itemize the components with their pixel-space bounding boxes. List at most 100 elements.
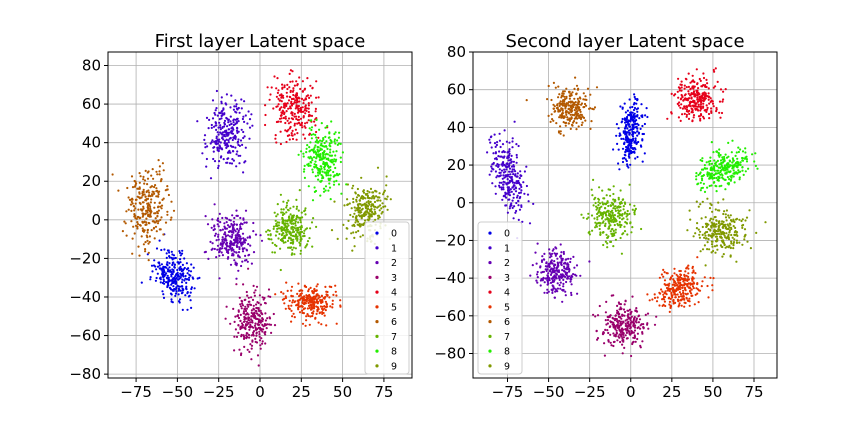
data-point xyxy=(622,142,626,145)
data-point xyxy=(230,94,233,97)
data-point xyxy=(240,326,243,329)
data-point xyxy=(636,98,639,101)
data-point xyxy=(356,208,359,212)
data-point xyxy=(210,226,213,229)
data-point xyxy=(692,100,695,104)
data-point xyxy=(705,78,708,81)
data-point xyxy=(686,279,689,282)
data-point xyxy=(549,120,552,123)
series-8 xyxy=(297,118,348,202)
data-point xyxy=(291,118,295,121)
data-point xyxy=(216,217,220,220)
data-point xyxy=(310,126,314,129)
data-point xyxy=(268,323,271,326)
data-point xyxy=(510,165,514,168)
data-point xyxy=(307,290,310,293)
data-point xyxy=(678,302,681,305)
data-point xyxy=(680,80,683,83)
data-point xyxy=(139,175,142,178)
data-point xyxy=(619,324,622,327)
data-point xyxy=(593,217,596,220)
data-point xyxy=(320,122,323,125)
data-point xyxy=(594,196,597,199)
data-point xyxy=(287,199,290,202)
data-point xyxy=(166,185,169,188)
data-point xyxy=(709,97,712,100)
data-point xyxy=(235,251,238,254)
data-point xyxy=(557,264,560,267)
data-point xyxy=(173,257,176,260)
data-point xyxy=(307,164,310,167)
data-point xyxy=(275,223,278,226)
data-point xyxy=(670,92,673,95)
data-point xyxy=(178,298,182,301)
data-point xyxy=(575,121,578,124)
data-point xyxy=(510,154,513,157)
data-point xyxy=(604,319,607,322)
data-point xyxy=(279,193,282,196)
data-point xyxy=(673,279,676,282)
data-point xyxy=(366,190,369,193)
data-point xyxy=(326,294,329,297)
data-point xyxy=(296,304,299,307)
data-point xyxy=(618,168,621,171)
data-point xyxy=(257,301,260,305)
data-point xyxy=(726,168,729,171)
data-point xyxy=(696,98,699,101)
data-point xyxy=(306,121,309,124)
data-point xyxy=(286,230,289,233)
data-point xyxy=(668,300,672,303)
data-point xyxy=(340,192,343,195)
data-point xyxy=(360,176,363,179)
data-point xyxy=(577,102,580,105)
data-point xyxy=(623,230,627,233)
data-point xyxy=(598,221,601,224)
data-point xyxy=(170,270,173,274)
data-point xyxy=(694,272,697,275)
data-point xyxy=(362,189,365,192)
data-point xyxy=(691,108,694,111)
data-point xyxy=(703,109,706,112)
data-point xyxy=(494,192,497,195)
data-point xyxy=(295,229,298,232)
data-point xyxy=(229,115,232,118)
data-point xyxy=(689,105,692,108)
data-point xyxy=(297,118,301,121)
data-point xyxy=(601,201,604,204)
data-point xyxy=(310,221,314,224)
data-point xyxy=(318,171,322,174)
data-point xyxy=(290,294,293,297)
data-point xyxy=(285,206,288,209)
data-point xyxy=(279,120,282,123)
data-point xyxy=(290,234,293,237)
data-point xyxy=(729,179,733,182)
data-point xyxy=(720,111,724,115)
data-point xyxy=(165,256,168,259)
data-point xyxy=(278,94,281,97)
data-point xyxy=(146,239,149,242)
data-point xyxy=(717,172,721,175)
data-point xyxy=(708,163,711,166)
data-point xyxy=(620,317,623,320)
data-point xyxy=(725,156,729,159)
data-point xyxy=(253,294,256,297)
data-point xyxy=(237,106,240,110)
data-point xyxy=(662,297,665,301)
data-point xyxy=(576,105,579,109)
data-point xyxy=(276,213,279,216)
data-point xyxy=(320,174,323,177)
data-point xyxy=(663,279,667,282)
data-point xyxy=(553,263,556,266)
data-point xyxy=(612,185,615,188)
data-point xyxy=(180,267,183,270)
data-point xyxy=(685,98,688,101)
data-point xyxy=(286,119,289,122)
data-point xyxy=(245,313,248,316)
data-point xyxy=(283,235,286,239)
data-point xyxy=(355,231,358,234)
data-point xyxy=(686,292,689,295)
data-point xyxy=(148,194,151,197)
data-point xyxy=(632,131,636,134)
data-point xyxy=(111,173,114,176)
data-point xyxy=(303,176,306,179)
